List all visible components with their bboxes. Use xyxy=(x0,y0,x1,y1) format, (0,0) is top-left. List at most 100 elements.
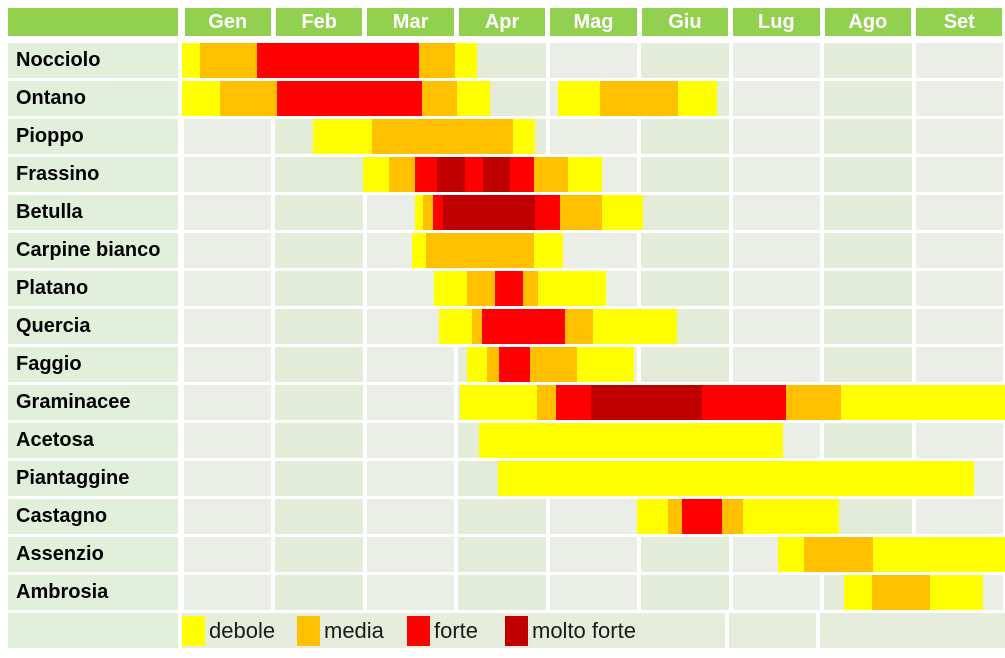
pollen-segment-debole xyxy=(415,195,424,230)
grid-cell xyxy=(366,499,455,534)
legend-swatch-media xyxy=(297,615,320,646)
row-track xyxy=(182,195,1005,230)
pollen-segment-media xyxy=(667,499,683,534)
row-label: Nocciolo xyxy=(8,43,178,78)
pollen-segment-media xyxy=(426,233,535,268)
row-label: Acetosa xyxy=(8,423,178,458)
grid-cell xyxy=(458,575,546,610)
month-header-giu: Giu xyxy=(641,8,729,36)
month-header-lug: Lug xyxy=(733,8,820,36)
pollen-segment-debole xyxy=(537,271,607,306)
row-track xyxy=(182,43,1005,78)
pollen-segment-media xyxy=(418,43,456,78)
grid-cell xyxy=(915,271,1003,306)
grid-cell xyxy=(824,233,912,268)
row-label: Ontano xyxy=(8,81,178,116)
grid-cell xyxy=(732,309,821,344)
grid-cell xyxy=(458,499,546,534)
grid-cell xyxy=(549,119,638,154)
grid-cell xyxy=(275,309,363,344)
row-label: Graminacee xyxy=(8,385,178,420)
grid-cell xyxy=(275,157,363,192)
month-header-feb: Feb xyxy=(275,8,363,36)
grid-cell xyxy=(732,347,821,382)
row-label: Ambrosia xyxy=(8,575,178,610)
pollen-segment-media xyxy=(722,499,744,534)
pollen-segment-debole xyxy=(182,43,201,78)
row-label: Faggio xyxy=(8,347,178,382)
pollen-segment-debole xyxy=(637,499,668,534)
row-label: Piantaggine xyxy=(8,461,178,496)
grid-cell xyxy=(641,157,729,192)
grid-cell xyxy=(732,119,821,154)
pollen-segment-debole xyxy=(778,537,804,572)
pollen-segment-forte xyxy=(556,385,591,420)
grid-cell xyxy=(275,499,363,534)
pollen-segment-debole xyxy=(844,575,873,610)
pollen-segment-media xyxy=(803,537,874,572)
legend-label-debole: debole xyxy=(209,617,276,643)
pollen-segment-media xyxy=(536,385,556,420)
pollen-segment-media xyxy=(487,347,500,382)
pollen-segment-debole xyxy=(677,81,717,116)
pollen-segment-media xyxy=(565,309,593,344)
pollen-segment-media xyxy=(523,271,538,306)
grid-cell xyxy=(732,157,821,192)
pollen-segment-debole xyxy=(467,347,488,382)
pollen-segment-forte xyxy=(534,195,560,230)
pollen-segment-forte xyxy=(256,43,419,78)
grid-cell xyxy=(366,385,455,420)
pollen-segment-debole xyxy=(459,385,537,420)
pollen-segment-debole xyxy=(534,233,564,268)
month-header-ago: Ago xyxy=(824,8,912,36)
pollen-segment-forte xyxy=(702,385,787,420)
grid-cell xyxy=(732,233,821,268)
row-track xyxy=(182,347,1005,382)
pollen-segment-media xyxy=(786,385,842,420)
grid-cell xyxy=(549,575,638,610)
grid-cell xyxy=(184,195,272,230)
grid-cell xyxy=(641,271,729,306)
grid-cell xyxy=(275,423,363,458)
grid-cell xyxy=(184,461,272,496)
pollen-segment-forte xyxy=(277,81,422,116)
grid-cell xyxy=(184,157,272,192)
grid-cell xyxy=(915,233,1003,268)
pollen-segment-media xyxy=(388,157,416,192)
pollen-segment-debole xyxy=(557,81,600,116)
pollen-segment-debole xyxy=(567,157,602,192)
legend-strip-cell xyxy=(182,613,725,648)
pollen-segment-media xyxy=(200,43,257,78)
grid-cell xyxy=(184,385,272,420)
month-header-mar: Mar xyxy=(367,8,454,36)
grid-cell xyxy=(915,309,1003,344)
pollen-segment-media xyxy=(872,575,930,610)
row-label: Quercia xyxy=(8,309,178,344)
month-header-apr: Apr xyxy=(458,8,546,36)
grid-cell xyxy=(184,537,272,572)
pollen-segment-debole xyxy=(457,81,491,116)
grid-cell xyxy=(732,271,821,306)
header-corner-cell xyxy=(8,8,178,36)
row-label: Assenzio xyxy=(8,537,178,572)
legend-label-molto_forte: molto forte xyxy=(532,617,636,643)
pollen-segment-debole xyxy=(930,575,984,610)
grid-cell xyxy=(184,271,272,306)
grid-cell xyxy=(275,537,363,572)
pollen-segment-media xyxy=(559,195,602,230)
pollen-segment-debole xyxy=(479,423,783,458)
pollen-segment-media xyxy=(471,309,482,344)
legend-swatch-forte xyxy=(407,615,430,646)
grid-cell xyxy=(275,195,363,230)
grid-cell xyxy=(366,347,455,382)
grid-cell xyxy=(824,309,912,344)
pollen-segment-media xyxy=(220,81,278,116)
row-track xyxy=(182,461,1005,496)
grid-cell xyxy=(458,537,546,572)
row-track xyxy=(182,423,1005,458)
pollen-segment-debole xyxy=(513,119,535,154)
row-label: Platano xyxy=(8,271,178,306)
pollen-segment-debole xyxy=(182,81,221,116)
grid-cell xyxy=(824,157,912,192)
